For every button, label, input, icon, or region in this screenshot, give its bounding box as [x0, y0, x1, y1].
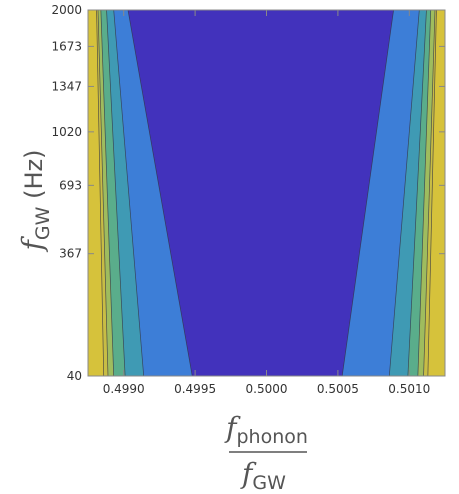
x-axis-label-numerator: fphonon [224, 411, 308, 448]
y-tick-label: 367 [59, 247, 82, 261]
x-label-den-subscript: GW [252, 472, 286, 494]
x-tick-label: 0.4990 [103, 382, 145, 396]
y-tick-label: 2000 [51, 3, 82, 17]
y-tick-label: 1673 [51, 39, 82, 53]
x-tick-label: 0.5000 [246, 382, 288, 396]
x-label-num-subscript: phonon [236, 426, 307, 448]
y-axis-label: fGW (Hz) [16, 150, 54, 253]
x-axis-label: fphonon fGW [224, 411, 308, 494]
y-axis-ticks: 40 367 693 1020 1347 1673 2000 [51, 3, 445, 383]
x-axis-ticks: 0.4990 0.4995 0.5000 0.5005 0.5010 [103, 10, 430, 396]
y-tick-label: 693 [59, 178, 82, 192]
y-axis-label-unit: (Hz) [20, 150, 48, 199]
x-tick-label: 0.5005 [317, 382, 359, 396]
y-tick-label: 1347 [51, 79, 82, 93]
x-tick-label: 0.5010 [388, 382, 430, 396]
y-axis-label-subscript: GW [32, 206, 54, 240]
y-tick-label: 40 [67, 369, 82, 383]
x-axis-label-denominator: fGW [240, 457, 286, 494]
y-tick-label: 1020 [51, 125, 82, 139]
x-tick-label: 0.4995 [174, 382, 216, 396]
plot-area [88, 9, 445, 377]
